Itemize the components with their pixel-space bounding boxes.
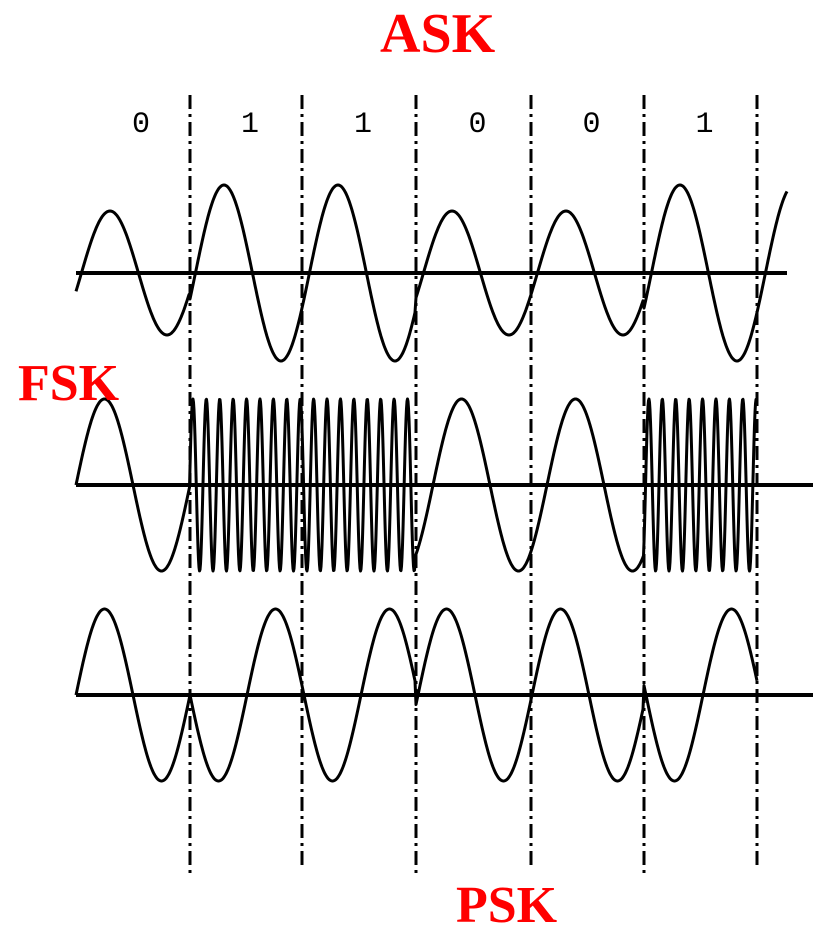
ask-waveform: [74, 183, 789, 363]
bit-label: 1: [695, 108, 713, 142]
psk-waveform: [74, 607, 759, 783]
bit-label: 0: [468, 108, 486, 142]
fsk-waveform: [74, 397, 759, 573]
bit-label: 0: [582, 108, 600, 142]
bit-label: 1: [241, 108, 259, 142]
bit-label: 0: [132, 108, 150, 142]
fsk-title: FSK: [18, 355, 120, 412]
psk-title: PSK: [456, 877, 558, 934]
ask-title: ASK: [380, 3, 496, 65]
bit-label: 1: [354, 108, 372, 142]
